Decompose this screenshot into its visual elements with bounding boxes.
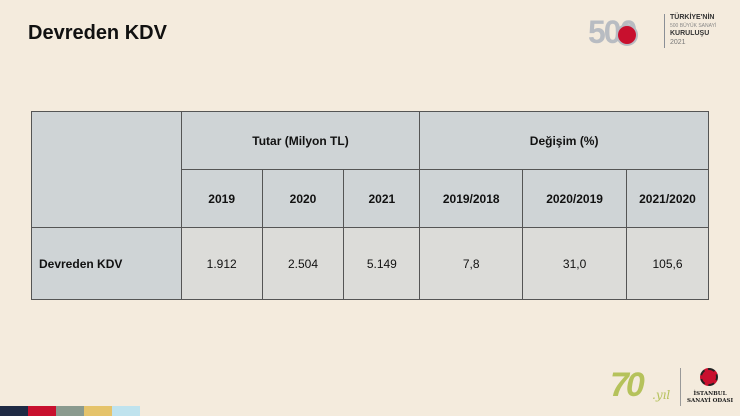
gear-icon: [616, 24, 638, 46]
group-header-change: Değişim (%): [419, 111, 709, 170]
anniversary-suffix: .yıl: [652, 388, 671, 402]
footer-color-strip: [0, 406, 140, 416]
anniversary-number: 70: [610, 366, 645, 404]
strip-segment: [0, 406, 28, 416]
cell-2020-2019: 31,0: [522, 227, 627, 300]
row-label: Devreden KDV: [31, 227, 182, 300]
subheader-2021: 2021: [343, 169, 421, 228]
strip-segment: [56, 406, 84, 416]
cell-2020: 2.504: [261, 227, 345, 300]
data-table: Tutar (Milyon TL) Değişim (%) 2019 2020 …: [31, 111, 709, 300]
org-name-line1: İSTANBUL: [693, 391, 727, 397]
isosanayi-500-logo: 500 TÜRKİYE'NİN 500 BÜYÜK SANAYİ KURULUŞ…: [588, 10, 738, 52]
subheader-2019-2018: 2019/2018: [419, 169, 524, 228]
group-header-amount: Tutar (Milyon TL): [180, 111, 421, 170]
subheader-2019: 2019: [180, 169, 263, 228]
org-name-line2: SANAYİ ODASI: [686, 398, 734, 404]
strip-segment: [112, 406, 140, 416]
cell-2019: 1.912: [180, 227, 263, 300]
subheader-2020: 2020: [261, 169, 345, 228]
logo-divider: [664, 14, 665, 48]
subheader-2021-2020: 2021/2020: [626, 169, 709, 228]
table-row: Devreden KDV 1.912 2.504 5.149 7,8 31,0 …: [31, 227, 709, 300]
strip-segment: [84, 406, 112, 416]
strip-segment: [28, 406, 56, 416]
table-header-row-2: 2019 2020 2021 2019/2018 2020/2019 2021/…: [32, 169, 709, 228]
cell-2019-2018: 7,8: [419, 227, 524, 300]
logo-year: 2021: [670, 39, 686, 46]
page-title: Devreden KDV: [28, 22, 167, 44]
table-header-row-1: Tutar (Milyon TL) Değişim (%): [31, 111, 709, 228]
logo-line2: 500 BÜYÜK SANAYİ: [670, 23, 717, 29]
iso-logo: İSTANBUL SANAYİ ODASI: [686, 368, 734, 408]
logo-line3: KURULUŞU: [670, 30, 710, 37]
subheader-2020-2019: 2020/2019: [522, 169, 627, 228]
anniversary-70-logo: 70 .yıl: [610, 366, 670, 406]
gear-icon: [700, 368, 718, 386]
logo-line1: TÜRKİYE'NİN: [670, 14, 715, 21]
logo-divider-bottom: [680, 368, 681, 406]
cell-2021: 5.149: [343, 227, 421, 300]
table-corner-cell: [31, 111, 182, 228]
cell-2021-2020: 105,6: [626, 227, 709, 300]
